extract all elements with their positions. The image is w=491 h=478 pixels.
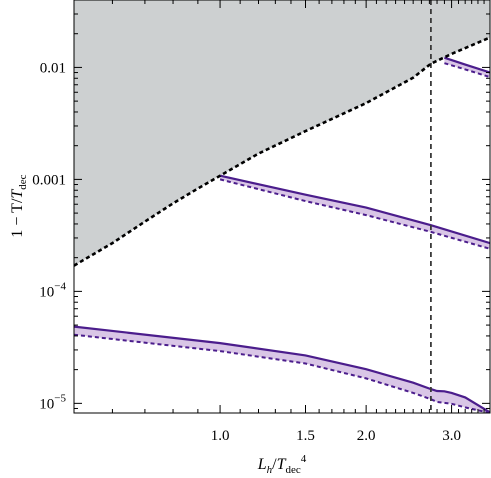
- y-axis-label: 1 − T/Tdec: [9, 174, 29, 237]
- plot-area: [74, 0, 490, 413]
- x-tick-label: 1.0: [211, 428, 230, 444]
- x-label-denom-sub: dec: [286, 464, 301, 476]
- band-1-fill: [74, 326, 490, 413]
- x-label-var: L: [257, 456, 267, 473]
- band-2-upper-line: [219, 174, 490, 245]
- y-tick-label: 10−4: [39, 280, 66, 300]
- x-label-power: 4: [301, 453, 307, 465]
- x-tick-label: 3.0: [442, 428, 461, 444]
- y-label-var-sub: dec: [17, 174, 29, 189]
- y-label-var: T: [9, 189, 26, 199]
- tick-marks: [73, 0, 491, 413]
- y-tick-label: 0.001: [32, 172, 66, 188]
- x-label-var-sub: h: [267, 464, 273, 476]
- x-label-denom: T: [277, 456, 287, 473]
- band-2-fill: [220, 175, 490, 249]
- tick-labels: 1.0 1.5 2.0 3.0 10−5 10−4 0.001 0.01: [32, 60, 461, 444]
- y-tick-label: 0.01: [40, 60, 66, 76]
- band-2-lower-line: [219, 178, 490, 250]
- excluded-region: [74, 0, 490, 266]
- band-3-upper-line: [444, 56, 490, 74]
- band-3-lower-line: [444, 62, 490, 79]
- y-tick-label: 10−5: [39, 392, 66, 412]
- x-axis-label: Lh/Tdec4: [257, 453, 307, 476]
- x-tick-label: 2.0: [357, 428, 376, 444]
- x-tick-label: 1.5: [296, 428, 315, 444]
- y-label-prefix: 1 − T/: [9, 198, 26, 238]
- band-1-lower-line: [74, 333, 490, 413]
- plot-frame: [73, 0, 491, 414]
